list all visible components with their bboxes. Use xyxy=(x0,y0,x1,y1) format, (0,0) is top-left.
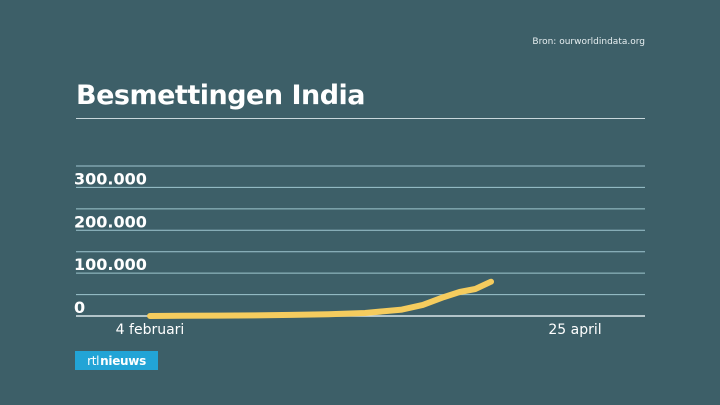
y-tick-label: 300.000 xyxy=(74,169,147,188)
x-tick-label: 25 april xyxy=(548,322,601,338)
series-line xyxy=(147,278,494,319)
y-tick-label: 100.000 xyxy=(74,255,147,274)
x-tick-label: 4 februari xyxy=(116,322,185,338)
chart-title: Besmettingen India xyxy=(76,80,366,111)
logo-part-nieuws: nieuws xyxy=(100,353,146,368)
y-tick-label: 200.000 xyxy=(74,212,147,231)
source-credit: Bron: ourworldindata.org xyxy=(532,37,645,47)
rtl-nieuws-logo: rtl nieuws xyxy=(75,351,158,370)
logo-part-rtl: rtl xyxy=(87,353,100,368)
title-divider xyxy=(76,118,645,119)
y-tick-label: 0 xyxy=(74,298,85,317)
